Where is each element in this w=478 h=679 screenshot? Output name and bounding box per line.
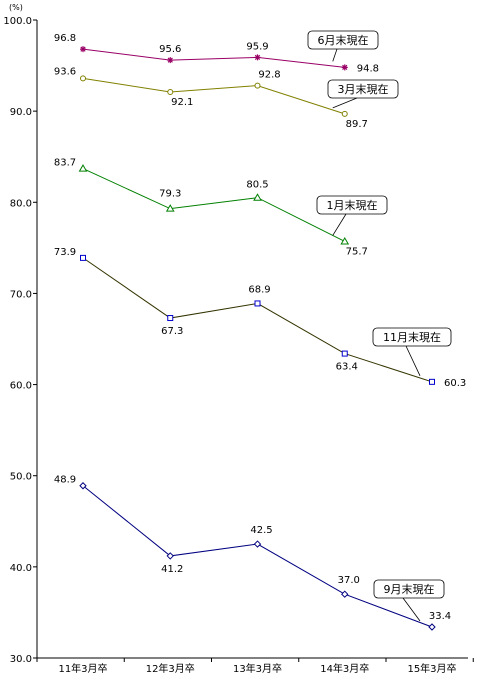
series-marker [79, 482, 87, 490]
legend-callout-1: 6月末現在 [307, 30, 379, 62]
legend-series-name: 11月末現在 [383, 330, 441, 344]
legend-callout-4: 11月末現在 [372, 327, 452, 377]
y-tick-label: 30.0 [10, 654, 32, 665]
y-tick-label: 40.0 [10, 563, 32, 574]
legend-series-name: 6月末現在 [318, 33, 369, 47]
data-label: 67.3 [161, 326, 183, 337]
series-layer: 96.8 95.6 95.9 94.8 93.6 92.1 92.8 89.7 83.7 79.3… [54, 33, 466, 631]
legend-series-name: 9月末現在 [384, 582, 435, 596]
series-marker [429, 378, 435, 385]
callout-pointer [332, 97, 358, 109]
data-label: 92.8 [258, 70, 280, 81]
series-4: 73.9 67.3 68.9 63.4 60.3 [54, 247, 466, 389]
data-label: 92.1 [171, 97, 193, 108]
data-label: 75.7 [346, 246, 368, 257]
callouts: 6月末現在 3月末現在 1月末現在 11月末現在 9月末現在 [307, 30, 452, 622]
x-tick-label: 12年3月卒 [146, 662, 195, 675]
series-marker [340, 236, 350, 245]
data-label: 83.7 [54, 158, 76, 169]
data-label: 48.9 [54, 475, 76, 486]
x-tick-label: 11年3月卒 [58, 662, 107, 675]
series-marker [80, 75, 86, 82]
legend-callout-2: 3月末現在 [327, 79, 399, 109]
callout-pointer [405, 345, 421, 377]
series-marker [253, 193, 262, 201]
data-label: 60.3 [444, 378, 466, 389]
series-marker [167, 89, 174, 96]
series-line [82, 168, 345, 242]
y-tick-label: 70.0 [10, 289, 32, 300]
legend-callout-3: 1月末現在 [316, 195, 388, 236]
y-tick-label: 80.0 [10, 198, 32, 209]
callout-box [373, 579, 445, 599]
series-3: 83.7 79.3 80.5 75.7 [54, 158, 368, 258]
series-marker [78, 164, 88, 172]
data-label: 80.5 [246, 180, 268, 191]
series-1: 96.8 95.6 95.9 94.8 [54, 33, 379, 74]
callout-pointer [332, 213, 347, 236]
series-line [82, 485, 433, 628]
callout-box [372, 327, 452, 347]
series-marker [166, 552, 174, 560]
data-label: 95.6 [159, 44, 181, 55]
series-marker [80, 254, 86, 261]
data-label: 41.2 [161, 564, 183, 575]
data-label: 95.9 [246, 41, 268, 52]
callout-pointer [332, 48, 338, 62]
y-tick-label: 60.0 [10, 381, 32, 392]
series-marker [341, 110, 348, 117]
x-tick-label: 14年3月卒 [320, 662, 369, 675]
series-marker [167, 315, 174, 322]
y-tick-label: 90.0 [10, 107, 32, 118]
series-marker [428, 623, 436, 631]
y-tick-label: 50.0 [10, 472, 32, 483]
x-tick-label: 13年3月卒 [233, 662, 282, 675]
legend-series-name: 3月末現在 [338, 82, 389, 96]
series-line [82, 77, 345, 115]
data-label: 63.4 [336, 362, 358, 373]
data-label: 89.7 [346, 119, 368, 130]
data-label: 42.5 [250, 525, 272, 536]
series-marker [254, 300, 261, 307]
callout-box [327, 79, 399, 99]
series-marker [254, 82, 261, 89]
y-tick-label: 100.0 [3, 16, 32, 27]
series-line [82, 48, 345, 68]
data-label: 93.6 [54, 66, 76, 77]
legend-series-name: 1月末現在 [327, 198, 378, 212]
axes: 100.0 90.0 80.0 70.0 60.0 50.0 40.0 30.0 11年3月卒 1… [3, 16, 474, 675]
series-5: 48.9 41.2 42.5 37.0 33.4 [54, 475, 451, 631]
legend-callout-5: 9月末現在 [373, 579, 445, 622]
data-label: 73.9 [54, 247, 76, 258]
series-line [82, 257, 433, 383]
unit-label: (%) [9, 3, 23, 12]
data-label: 33.4 [429, 611, 451, 622]
callout-pointer [402, 597, 421, 622]
callout-box [307, 30, 379, 50]
data-label: 68.9 [248, 284, 270, 295]
x-tick-label: 15年3月卒 [407, 662, 456, 675]
series-marker [341, 350, 348, 357]
data-label: 79.3 [159, 189, 181, 200]
series-marker [341, 590, 349, 598]
data-label: 96.8 [54, 33, 76, 44]
series-marker [253, 540, 262, 548]
series-2: 93.6 92.1 92.8 89.7 [54, 66, 368, 130]
series-marker [165, 204, 175, 212]
callout-box [316, 195, 388, 215]
data-label: 94.8 [357, 63, 379, 74]
data-label: 37.0 [338, 575, 360, 586]
